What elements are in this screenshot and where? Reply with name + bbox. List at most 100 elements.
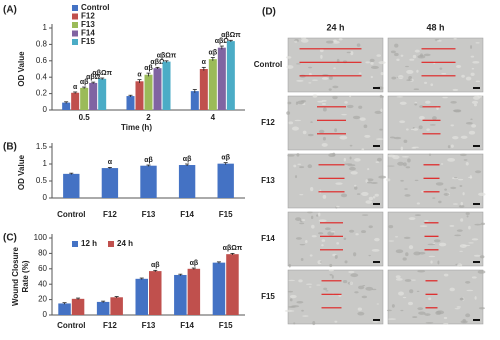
- cell-texture: [344, 101, 348, 104]
- cell-texture: [403, 236, 411, 239]
- bar: [226, 41, 235, 111]
- scale-bar: [473, 203, 480, 205]
- cell-texture: [470, 118, 473, 120]
- cell-texture: [300, 37, 307, 39]
- x-tick-label: F12: [103, 210, 117, 219]
- cell-texture: [349, 166, 356, 171]
- cell-texture: [319, 261, 323, 263]
- cell-texture: [460, 320, 468, 324]
- y-tick-label: 0.8: [36, 40, 48, 49]
- column-header: 24 h: [326, 22, 344, 32]
- cell-texture: [399, 101, 407, 105]
- bar: [199, 69, 208, 110]
- cell-texture: [354, 291, 359, 294]
- y-tick-label: 100: [34, 233, 48, 242]
- cell-texture: [372, 195, 376, 199]
- bar: [153, 68, 162, 110]
- bar: [226, 254, 239, 315]
- cell-texture: [395, 278, 403, 281]
- cell-texture: [413, 251, 421, 256]
- cell-texture: [414, 49, 420, 53]
- cell-texture: [355, 233, 359, 236]
- cell-texture: [386, 309, 392, 312]
- cell-texture: [396, 96, 404, 98]
- cell-texture: [354, 158, 361, 162]
- cell-texture: [468, 225, 471, 230]
- bar: [135, 278, 148, 315]
- x-axis-label: Time (h): [121, 123, 152, 132]
- bar: [217, 163, 234, 198]
- cell-texture: [391, 304, 395, 308]
- x-tick-label: F15: [219, 321, 233, 330]
- cell-texture: [423, 53, 431, 57]
- cell-texture: [418, 115, 425, 120]
- cell-texture: [429, 124, 436, 126]
- cell-texture: [288, 305, 297, 308]
- cell-texture: [366, 181, 372, 184]
- cell-texture: [460, 153, 467, 157]
- cell-texture: [375, 138, 384, 141]
- cell-texture: [468, 176, 473, 178]
- cell-texture: [465, 313, 471, 318]
- cell-texture: [412, 54, 417, 59]
- cell-texture: [471, 67, 475, 70]
- cell-texture: [349, 281, 353, 285]
- cell-texture: [394, 43, 399, 48]
- cell-texture: [361, 191, 369, 196]
- cell-texture: [334, 128, 338, 133]
- cell-texture: [287, 101, 292, 105]
- cell-texture: [368, 196, 374, 201]
- cell-texture: [472, 61, 480, 64]
- cell-texture: [474, 296, 477, 300]
- row-label: F14: [261, 234, 275, 243]
- cell-texture: [335, 182, 343, 185]
- cell-texture: [363, 124, 368, 129]
- cell-texture: [400, 179, 404, 182]
- micrograph: [387, 37, 484, 93]
- cell-texture: [425, 100, 431, 104]
- cell-texture: [450, 144, 454, 148]
- cell-texture: [321, 239, 326, 242]
- cell-texture: [473, 254, 481, 257]
- cell-texture: [374, 237, 380, 242]
- cell-texture: [312, 94, 318, 98]
- cell-texture: [356, 43, 361, 47]
- cell-texture: [348, 270, 355, 274]
- significance-label: αβ: [183, 156, 192, 163]
- bar: [187, 268, 201, 315]
- cell-texture: [400, 146, 404, 151]
- cell-texture: [317, 100, 324, 103]
- cell-texture: [287, 154, 295, 157]
- cell-texture: [417, 269, 426, 273]
- cell-texture: [471, 276, 477, 279]
- cell-texture: [325, 290, 329, 292]
- cell-texture: [349, 229, 355, 233]
- cell-texture: [397, 161, 404, 166]
- legend-swatch: [72, 22, 78, 28]
- cell-texture: [460, 201, 464, 206]
- cell-texture: [296, 63, 301, 65]
- x-tick-label: 0.5: [79, 113, 91, 122]
- cell-texture: [450, 124, 454, 127]
- significance-label: αβ: [221, 154, 230, 161]
- bar: [101, 168, 119, 198]
- cell-texture: [410, 128, 414, 131]
- cell-texture: [428, 255, 436, 258]
- bar: [178, 165, 196, 198]
- cell-texture: [389, 136, 395, 139]
- cell-texture: [403, 162, 407, 167]
- micrograph: [287, 95, 384, 151]
- cell-texture: [379, 94, 383, 98]
- significance-label: αβΩπ: [221, 32, 241, 39]
- cell-texture: [412, 128, 419, 131]
- cell-texture: [299, 222, 305, 225]
- cell-texture: [288, 279, 296, 282]
- cell-texture: [321, 143, 328, 147]
- cell-texture: [391, 76, 397, 80]
- cell-texture: [358, 72, 362, 75]
- scale-bar: [373, 261, 380, 263]
- panel-label: (C): [3, 233, 17, 244]
- cell-texture: [347, 164, 356, 167]
- x-tick-label: F12: [103, 321, 117, 330]
- cell-texture: [370, 182, 378, 184]
